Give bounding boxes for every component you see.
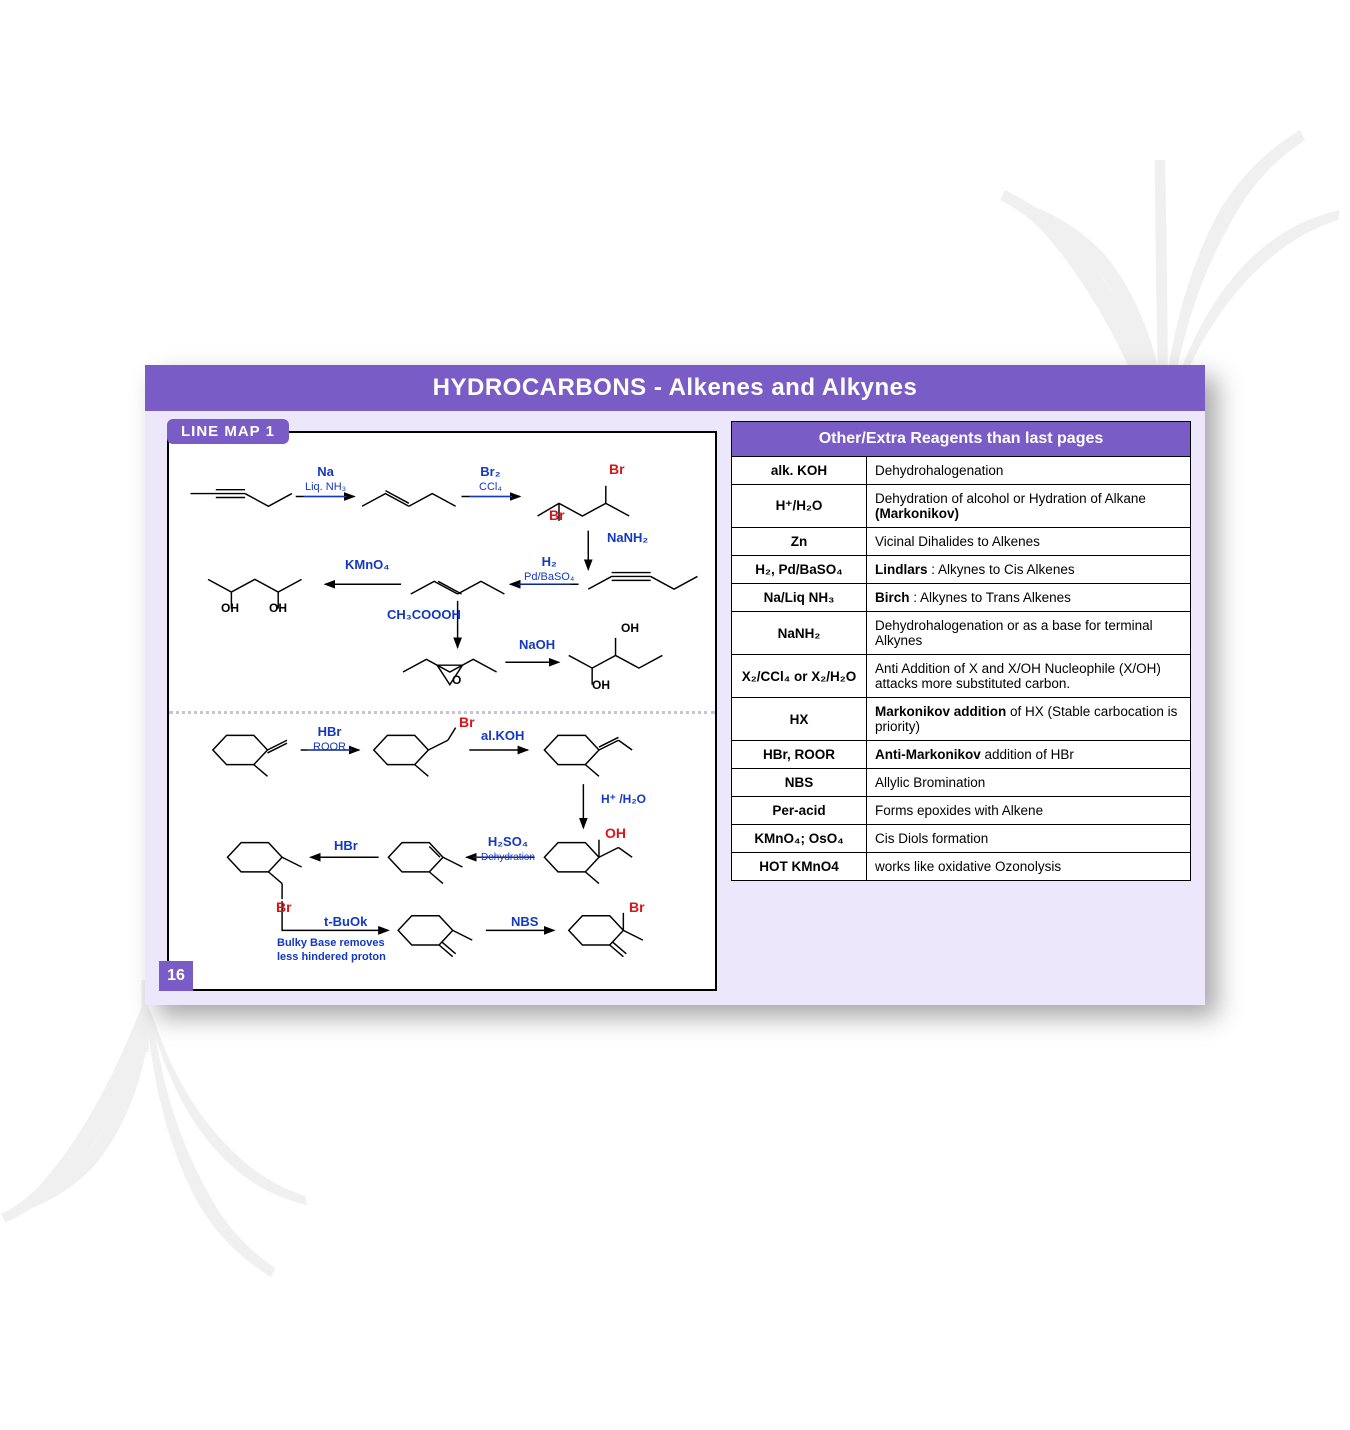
description-cell: Allylic Bromination [867,769,1191,797]
description-cell: Anti Addition of X and X/OH Nucleophile … [867,655,1191,698]
description-cell: Birch : Alkynes to Trans Alkenes [867,584,1191,612]
card-content: LINE MAP 1 [145,411,1205,1005]
atom-oh: OH [621,621,639,635]
reagent-cell: H₂, Pd/BaSO₄ [732,556,867,584]
reagent-cell: Na/Liq NH₃ [732,584,867,612]
reagent-nbs: NBS [511,915,538,930]
reagent-cell: Zn [732,528,867,556]
description-cell: Markonikov addition of HX (Stable carboc… [867,698,1191,741]
table-panel: Other/Extra Reagents than last pages alk… [731,421,1191,991]
description-cell: Forms epoxides with Alkene [867,797,1191,825]
reagent-alkoh: al.KOH [481,729,524,744]
reagent-cell: NaNH₂ [732,612,867,655]
table-row: HBr, ROORAnti-Markonikov addition of HBr [732,741,1191,769]
table-row: X₂/CCl₄ or X₂/H₂OAnti Addition of X and … [732,655,1191,698]
atom-o: O [452,673,461,687]
atom-br: Br [609,461,625,477]
atom-oh: OH [269,601,287,615]
reagent-cell: Per-acid [732,797,867,825]
reagent-naoh: NaOH [519,638,555,653]
study-card: HYDROCARBONS - Alkenes and Alkynes LINE … [145,365,1205,1005]
reagent-hbr-roor: HBr ROOR [313,725,346,754]
table-row: HXMarkonikov addition of HX (Stable carb… [732,698,1191,741]
leaf-decoration-bottom-left [0,980,370,1430]
table-row: ZnVicinal Dihalides to Alkenes [732,528,1191,556]
table-row: KMnO₄; OsO₄Cis Diols formation [732,825,1191,853]
reagent-nanh2: NaNH₂ [607,531,648,546]
note-bulky-base: Bulky Base removes less hindered proton [277,935,397,963]
description-cell: Anti-Markonikov addition of HBr [867,741,1191,769]
table-header: Other/Extra Reagents than last pages [732,422,1191,457]
atom-br: Br [459,714,475,730]
description-cell: Dehydrohalogenation [867,457,1191,485]
reagent-cell: KMnO₄; OsO₄ [732,825,867,853]
reagent-cell: H⁺/H₂O [732,485,867,528]
diagram-box: Na Liq. NH₃ Br₂ CCl₄ NaNH₂ KMnO₄ H₂ [167,431,717,991]
table-row: H⁺/H₂ODehydration of alcohol or Hydratio… [732,485,1191,528]
diagram-panel: LINE MAP 1 [159,421,717,991]
reagent-cell: HX [732,698,867,741]
card-title: HYDROCARBONS - Alkenes and Alkynes [145,365,1205,411]
page-number: 16 [159,961,193,991]
description-cell: Cis Diols formation [867,825,1191,853]
atom-br: Br [629,899,645,915]
atom-br: Br [276,899,292,915]
reagent-kmno4: KMnO₄ [345,558,389,573]
reagent-cell: alk. KOH [732,457,867,485]
table-row: H₂, Pd/BaSO₄Lindlars : Alkynes to Cis Al… [732,556,1191,584]
description-cell: Dehydrohalogenation or as a base for ter… [867,612,1191,655]
reagent-cell: X₂/CCl₄ or X₂/H₂O [732,655,867,698]
reagent-tbuok: t-BuOk [324,915,367,930]
table-row: NaNH₂Dehydrohalogenation or as a base fo… [732,612,1191,655]
description-cell: Lindlars : Alkynes to Cis Alkenes [867,556,1191,584]
atom-oh: OH [592,678,610,692]
diagram-divider [169,711,715,714]
reagent-peracid: CH₃COOOH [387,608,461,623]
reagent-br2-ccl4: Br₂ CCl₄ [479,465,502,494]
table-row: Na/Liq NH₃Birch : Alkynes to Trans Alken… [732,584,1191,612]
table-row: Per-acidForms epoxides with Alkene [732,797,1191,825]
table-row: HOT KMnO4works like oxidative Ozonolysis [732,853,1191,881]
atom-oh: OH [605,825,626,841]
line-map-badge: LINE MAP 1 [167,419,289,444]
table-row: NBSAllylic Bromination [732,769,1191,797]
reagent-hbr: HBr [334,839,358,854]
table-row: alk. KOHDehydrohalogenation [732,457,1191,485]
reagent-cell: HOT KMnO4 [732,853,867,881]
reagent-h2so4: H₂SO₄ Dehydration [481,835,535,864]
description-cell: Vicinal Dihalides to Alkenes [867,528,1191,556]
reagent-table: Other/Extra Reagents than last pages alk… [731,421,1191,881]
atom-br: Br [549,507,565,523]
reagent-h2-pdbaso4: H₂ Pd/BaSO₄ [524,555,574,584]
atom-oh: OH [221,601,239,615]
reagent-na-nh3: Na Liq. NH₃ [305,465,346,494]
description-cell: Dehydration of alcohol or Hydration of A… [867,485,1191,528]
reagent-cell: HBr, ROOR [732,741,867,769]
reagent-h-h2o: H⁺ /H₂O [601,793,646,807]
reagent-cell: NBS [732,769,867,797]
description-cell: works like oxidative Ozonolysis [867,853,1191,881]
